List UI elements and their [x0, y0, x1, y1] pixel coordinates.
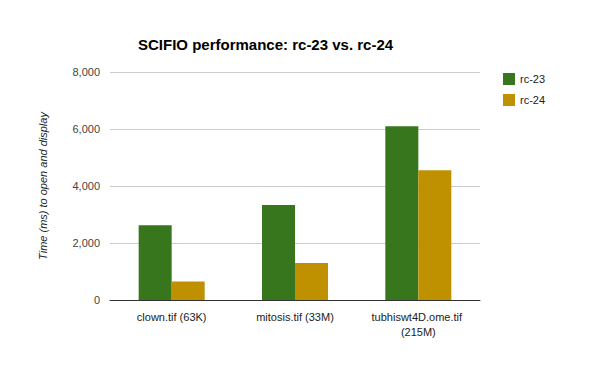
svg-text:2,000: 2,000 [72, 237, 100, 249]
svg-text:mitosis.tif (33M): mitosis.tif (33M) [256, 311, 334, 323]
svg-text:SCIFIO performance: rc-23 vs.: SCIFIO performance: rc-23 vs. rc-24 [138, 36, 394, 53]
svg-text:(215M): (215M) [401, 326, 436, 338]
svg-text:4,000: 4,000 [72, 180, 100, 192]
svg-text:clown.tif (63K): clown.tif (63K) [137, 311, 207, 323]
svg-text:rc-24: rc-24 [520, 94, 545, 106]
svg-text:6,000: 6,000 [72, 123, 100, 135]
svg-text:tubhiswt4D.ome.tif: tubhiswt4D.ome.tif [372, 311, 466, 323]
svg-text:rc-23: rc-23 [520, 73, 545, 85]
svg-text:8,000: 8,000 [72, 66, 100, 78]
svg-text:0: 0 [94, 294, 100, 306]
svg-text:Time (ms) to open and display: Time (ms) to open and display [37, 111, 49, 260]
